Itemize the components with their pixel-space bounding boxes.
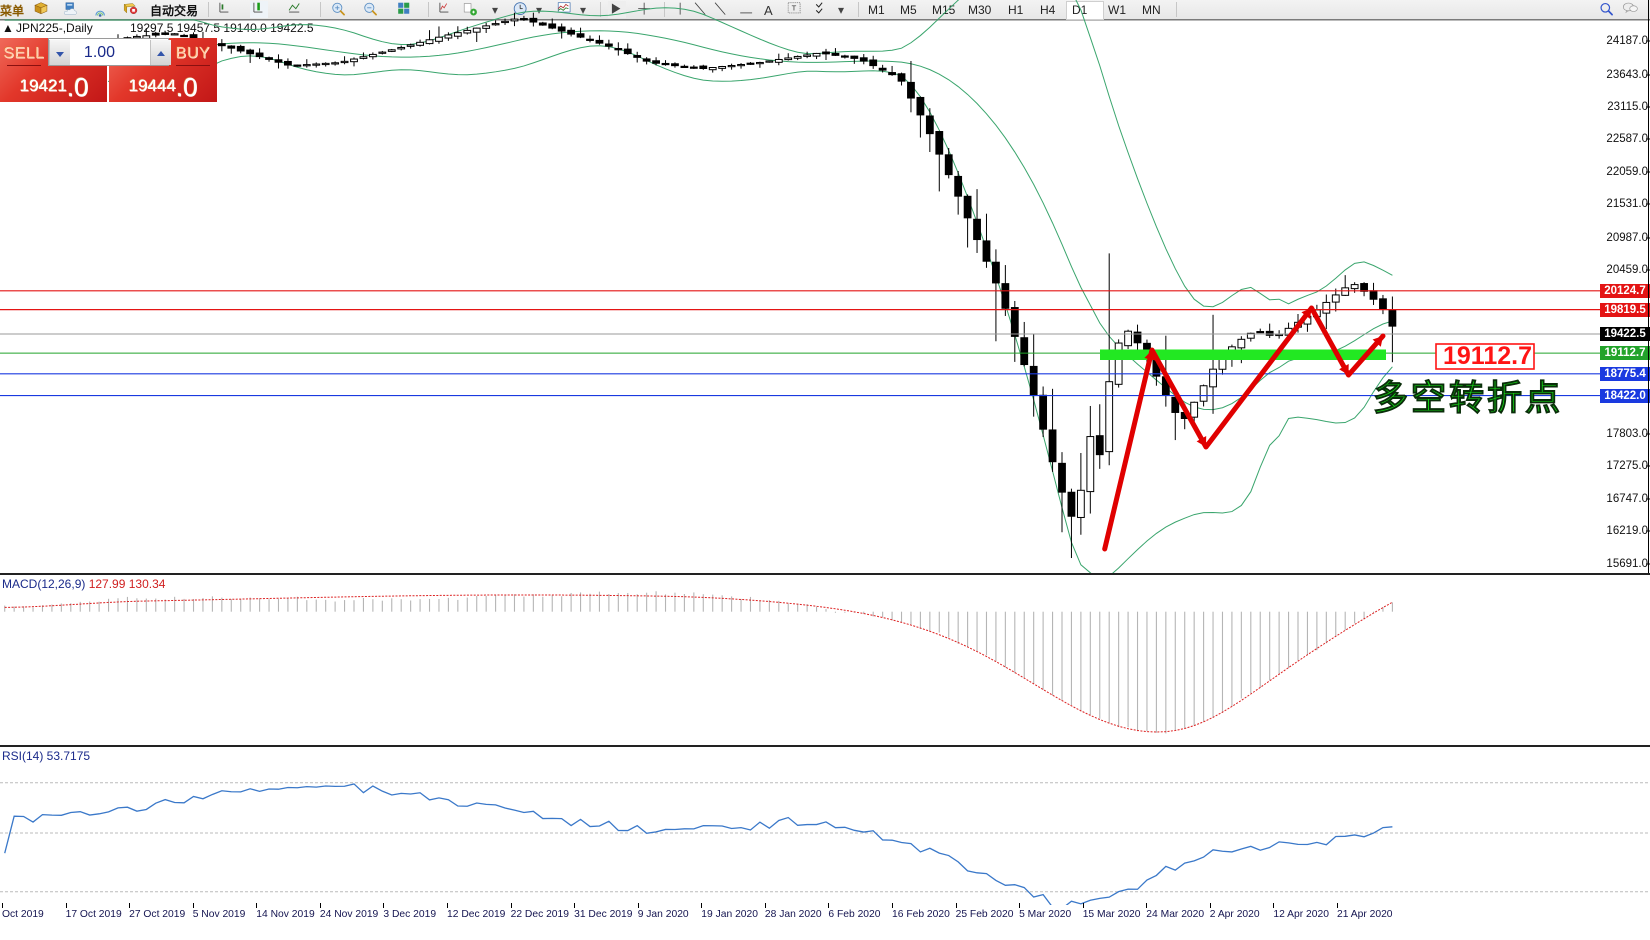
- svg-text:多空转折点: 多空转折点: [1373, 379, 1563, 418]
- svg-text:19112.7: 19112.7: [1443, 342, 1532, 370]
